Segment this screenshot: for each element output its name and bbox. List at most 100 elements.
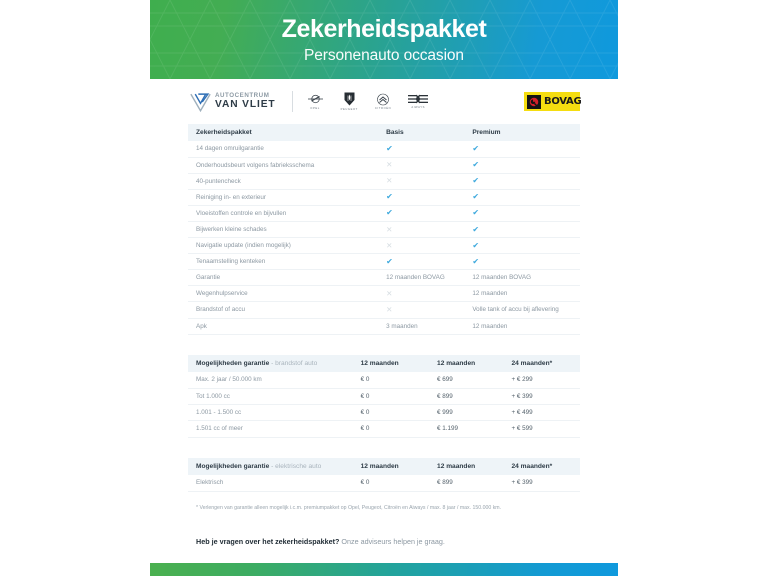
logo-divider [291,91,293,112]
basis-value: 3 maanden [380,318,467,335]
header-banner: Zekerheidspakket Personenauto occasion [150,0,618,79]
feature-label: Vloeistoffen controle en bijvullen [188,205,381,222]
electric-table-header-row: Mogelijkheden garantie - elektrische aut… [188,457,580,475]
citroen-logo-icon [377,93,389,106]
banner-subtitle: Personenauto occasion [304,46,464,64]
cross-icon: ✕ [386,176,393,186]
page-margin-right [618,0,768,576]
fuel-header-title: Mogelijkheden garantie [196,359,270,367]
dealer-logo: AUTOCENTRUM VAN VLIET [190,92,276,112]
brand-opel: Opel [307,93,324,110]
cta-answer: Onze adviseurs helpen je graag. [339,537,445,547]
price-row-label: Max. 2 jaar / 50.000 km [188,371,355,389]
brand-aiways-label: Aiways [411,106,426,110]
premium-value: ✔ [466,189,580,206]
basis-value: ✕ [380,221,467,239]
fuel-table-body: Max. 2 jaar / 50.000 km € 0 € 699 + € 299 To… [188,371,580,438]
check-icon: ✔ [472,224,480,234]
feature-label: Brandstof of accu [188,301,381,319]
basis-value: ✕ [380,301,467,319]
table-row: Bijwerken kleine schades ✕ ✔ [188,221,580,239]
electric-col-header-2: 12 maanden [431,457,506,475]
premium-value: ✔ [466,205,580,222]
table-row: Navigatie update (indien mogelijk) ✕ ✔ [188,237,580,255]
price-col-1: € 0 [354,474,432,492]
table-spacer-1 [188,335,580,355]
check-icon: ✔ [472,176,480,186]
basis-value: ✕ [380,173,467,190]
price-col-3: + € 399 [505,474,580,492]
price-col-3: + € 299 [505,371,580,389]
price-col-2: € 899 [431,474,506,492]
footer-gradient-bar [150,563,618,576]
price-row-label: 1.501 cc of meer [188,420,355,438]
fuel-table-header-row: Mogelijkheden garantie - brandstof auto … [188,354,580,372]
check-icon: ✔ [472,256,480,266]
electric-warranty-table: Mogelijkheden garantie - elektrische aut… [188,457,580,492]
table-row: Onderhoudsbeurt volgens fabrieksschema ✕ ✔ [188,157,580,174]
premium-value: Volle tank of accu bij aflevering [466,301,580,319]
table-row: 1.501 cc of meer € 0 € 1.199 + € 599 [188,420,580,438]
fuel-col-header-1: 12 maanden [354,354,432,372]
cross-icon: ✕ [386,160,393,170]
electric-col-header-3: 24 maanden* [505,457,580,475]
peugeot-logo-icon [344,92,355,106]
banner-title: Zekerheidspakket [281,15,487,44]
electric-header-subtitle: - elektrische auto [269,462,322,470]
check-icon: ✔ [472,143,480,153]
electric-table-head: Mogelijkheden garantie - elektrische aut… [188,457,580,475]
table-row: Brandstof of accu ✕ Volle tank of accu bij… [188,301,580,319]
price-row-label: 1.001 - 1.500 cc [188,404,355,422]
check-icon: ✔ [472,160,480,170]
premium-value: ✔ [466,237,580,255]
price-row-label: Tot 1.000 cc [188,388,355,405]
cross-icon: ✕ [386,288,393,298]
price-col-2: € 899 [431,388,506,405]
content-sheet: Zekerheidspakket Basis Premium 14 dagen … [150,124,618,552]
brand-peugeot: Peugeot [341,92,358,111]
basis-value: ✔ [380,141,467,158]
table-row: Elektrisch € 0 € 899 + € 399 [188,474,580,492]
bovag-wordmark: BOVAG [544,96,582,107]
fuel-warranty-table: Mogelijkheden garantie - brandstof auto … [188,354,580,438]
dealer-name-bottom: VAN VLIET [215,99,276,110]
basis-value: ✔ [380,253,467,271]
price-col-2: € 699 [431,371,506,389]
package-table-header-row: Zekerheidspakket Basis Premium [188,124,580,141]
col-header-feature: Zekerheidspakket [188,124,381,141]
fuel-col-header-label: Mogelijkheden garantie - brandstof auto [188,354,355,372]
logo-bar: AUTOCENTRUM VAN VLIET Opel Pe [150,79,618,124]
brand-aiways: Aiways [408,94,429,110]
package-table-head: Zekerheidspakket Basis Premium [188,124,580,141]
table-row: Reiniging in- en exterieur ✔ ✔ [188,189,580,206]
brand-opel-label: Opel [310,106,320,110]
check-icon: ✔ [386,208,393,218]
table-row: Vloeistoffen controle en bijvullen ✔ ✔ [188,205,580,222]
cell-text: 12 maanden BOVAG [386,274,445,282]
cross-icon: ✕ [386,224,393,234]
cell-text: 12 maanden [472,290,508,298]
premium-value: ✔ [466,157,580,174]
check-icon: ✔ [472,192,480,202]
basis-value: ✕ [380,157,467,174]
table-row: 14 dagen omruilgarantie ✔ ✔ [188,141,580,158]
feature-label: Bijwerken kleine schades [188,221,381,239]
electric-col-header-label: Mogelijkheden garantie - elektrische aut… [188,457,355,475]
price-col-3: + € 599 [505,420,580,438]
package-table-body: 14 dagen omruilgarantie ✔ ✔ Onderhoudsbeurt… [188,141,580,335]
check-icon: ✔ [386,256,393,266]
col-header-premium: Premium [466,124,580,141]
price-col-3: + € 499 [505,404,580,422]
feature-label: Garantie [188,269,381,287]
basis-value: ✔ [380,205,467,222]
premium-value: ✔ [466,141,580,158]
feature-label: Wegenhulpservice [188,285,381,303]
page-margin-left [0,0,150,576]
table-row: Tot 1.000 cc € 0 € 899 + € 399 [188,388,580,405]
aiways-logo-icon [408,94,429,104]
bovag-emblem-icon [527,94,541,109]
table-row: Tenaamstelling kenteken ✔ ✔ [188,253,580,271]
check-icon: ✔ [472,208,480,218]
table-row: Wegenhulpservice ✕ 12 maanden [188,285,580,303]
